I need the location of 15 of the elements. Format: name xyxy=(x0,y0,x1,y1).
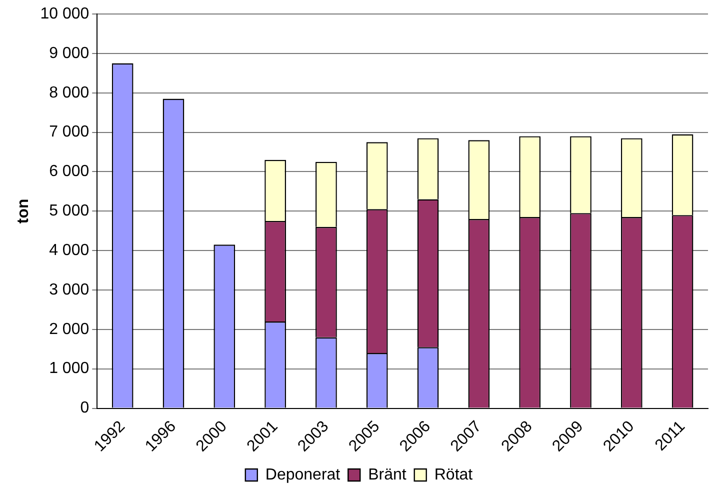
legend-label: Bränt xyxy=(368,466,407,484)
legend-label: Deponerat xyxy=(265,466,341,484)
y-tick-label: 8 000 xyxy=(49,84,90,102)
y-tick-label: 1 000 xyxy=(49,360,90,378)
y-tick-label: 9 000 xyxy=(49,44,90,62)
y-tick-label: 0 xyxy=(80,400,90,417)
y-tick-label: 10 000 xyxy=(40,5,90,22)
y-tick-label: 4 000 xyxy=(49,242,90,259)
y-tick-label: 6 000 xyxy=(49,163,90,180)
y-tick-label: 3 000 xyxy=(49,281,90,298)
y-tick-label: 7 000 xyxy=(49,124,90,141)
y-tick-label: 2 000 xyxy=(49,320,90,338)
y-axis-title: ton xyxy=(15,198,32,224)
y-tick-label: 5 000 xyxy=(49,202,90,220)
legend-label: Rötat xyxy=(434,466,474,484)
